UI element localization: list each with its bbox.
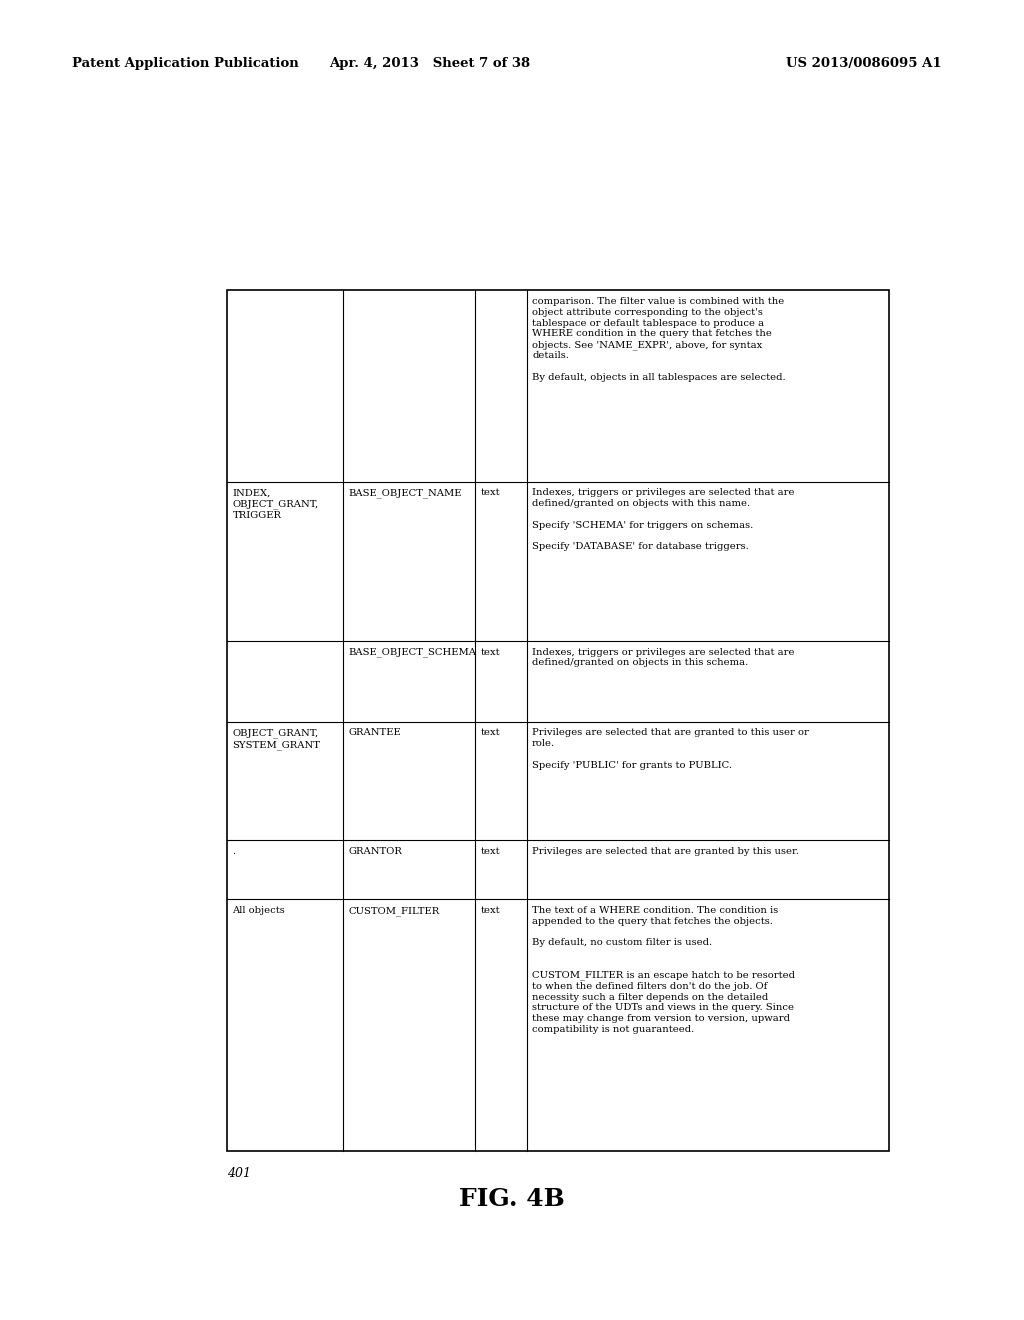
Text: Indexes, triggers or privileges are selected that are
defined/granted on objects: Indexes, triggers or privileges are sele… — [532, 648, 795, 668]
Text: GRANTEE: GRANTEE — [348, 729, 401, 738]
Text: BASE_OBJECT_SCHEMA: BASE_OBJECT_SCHEMA — [348, 648, 476, 657]
Text: comparison. The filter value is combined with the
object attribute corresponding: comparison. The filter value is combined… — [532, 297, 785, 381]
Text: Apr. 4, 2013   Sheet 7 of 38: Apr. 4, 2013 Sheet 7 of 38 — [330, 57, 530, 70]
Bar — [227, 290, 889, 1151]
Text: 401: 401 — [227, 1167, 251, 1180]
Text: Patent Application Publication: Patent Application Publication — [72, 57, 298, 70]
Text: Indexes, triggers or privileges are selected that are
defined/granted on objects: Indexes, triggers or privileges are sele… — [532, 488, 795, 552]
Text: Privileges are selected that are granted to this user or
role.

Specify 'PUBLIC': Privileges are selected that are granted… — [532, 729, 809, 770]
Text: All objects: All objects — [232, 906, 286, 915]
Text: .: . — [232, 846, 236, 855]
Text: text: text — [480, 906, 500, 915]
Text: Privileges are selected that are granted by this user.: Privileges are selected that are granted… — [532, 846, 799, 855]
Text: text: text — [480, 729, 500, 738]
Text: text: text — [480, 488, 500, 498]
Bar — [227, 290, 889, 1151]
Text: INDEX,
OBJECT_GRANT,
TRIGGER: INDEX, OBJECT_GRANT, TRIGGER — [232, 488, 318, 520]
Text: text: text — [480, 648, 500, 657]
Text: GRANTOR: GRANTOR — [348, 846, 402, 855]
Text: FIG. 4B: FIG. 4B — [459, 1187, 565, 1210]
Text: OBJECT_GRANT,
SYSTEM_GRANT: OBJECT_GRANT, SYSTEM_GRANT — [232, 729, 321, 750]
Text: The text of a WHERE condition. The condition is
appended to the query that fetch: The text of a WHERE condition. The condi… — [532, 906, 795, 1034]
Text: CUSTOM_FILTER: CUSTOM_FILTER — [348, 906, 439, 916]
Text: BASE_OBJECT_NAME: BASE_OBJECT_NAME — [348, 488, 462, 498]
Text: US 2013/0086095 A1: US 2013/0086095 A1 — [786, 57, 942, 70]
Text: text: text — [480, 846, 500, 855]
